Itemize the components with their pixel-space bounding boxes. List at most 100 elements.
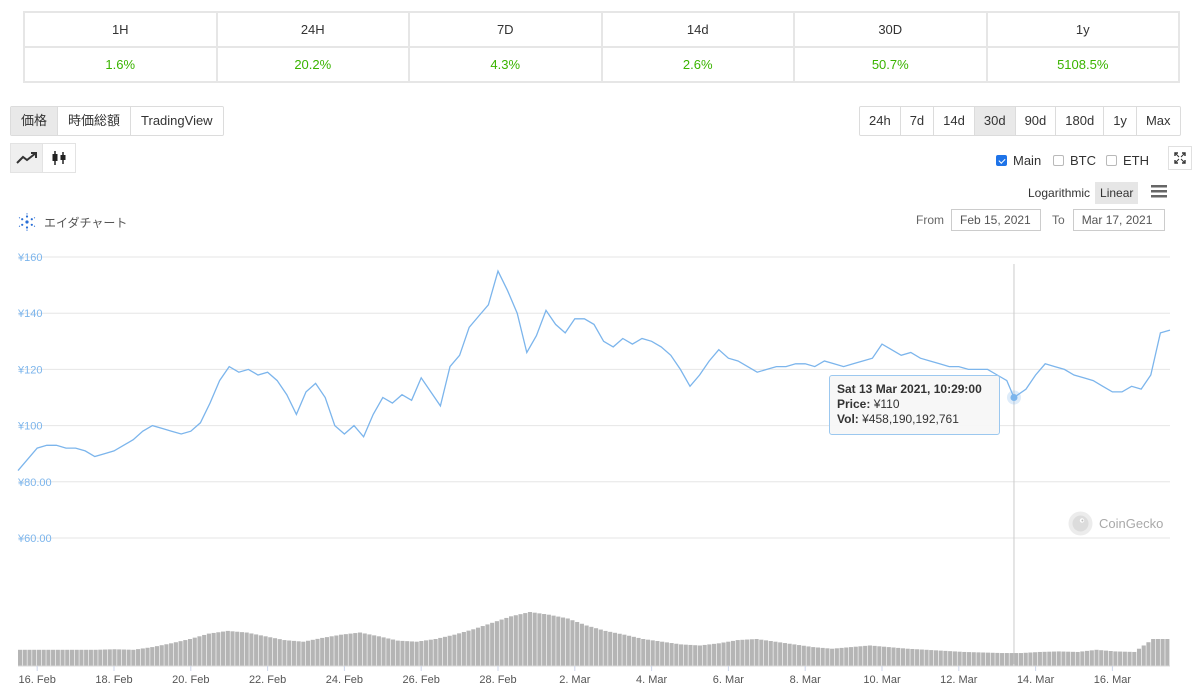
volume-bar	[230, 631, 235, 667]
volume-bar	[797, 645, 802, 666]
scale-logarithmic-button[interactable]: Logarithmic	[1028, 186, 1091, 200]
legend-btc[interactable]: BTC	[1053, 153, 1096, 168]
volume-bar	[645, 639, 651, 666]
volume-bar	[556, 616, 561, 666]
tab-tradingview[interactable]: TradingView	[131, 107, 223, 135]
volume-bar	[107, 649, 112, 666]
range-1y-button[interactable]: 1y	[1104, 107, 1137, 135]
volume-bar	[834, 648, 839, 666]
volume-bar	[905, 648, 910, 666]
volume-bar	[938, 650, 943, 666]
volume-bar	[88, 649, 93, 666]
volume-bar	[32, 649, 37, 666]
y-tick-label: ¥80.00	[17, 477, 52, 489]
volume-bar	[886, 647, 891, 666]
volume-bar	[778, 642, 783, 667]
volume-bar	[244, 632, 249, 666]
volume-bar	[27, 649, 32, 666]
volume-bar	[1051, 651, 1057, 667]
volume-bar	[428, 639, 433, 666]
volume-bar	[386, 638, 391, 666]
volume-bar	[702, 644, 707, 666]
candlestick-icon[interactable]	[43, 144, 75, 172]
tab-price[interactable]: 価格	[11, 107, 59, 135]
chart-type-toggle	[10, 143, 76, 173]
range-7d-button[interactable]: 7d	[900, 107, 935, 135]
volume-bars	[18, 612, 1170, 667]
volume-bar	[258, 635, 263, 666]
date-from-label: From	[916, 213, 944, 227]
hamburger-icon	[1151, 185, 1167, 198]
volume-bar	[159, 645, 164, 666]
eth-checkbox[interactable]	[1106, 155, 1117, 166]
volume-bar	[877, 646, 882, 666]
volume-bar	[169, 643, 174, 666]
volume-bar	[1113, 651, 1118, 666]
range-24h-button[interactable]: 24h	[860, 107, 901, 135]
volume-bar	[84, 649, 89, 666]
price-chart[interactable]: ¥160 ¥140 ¥120 ¥100 ¥80.00 ¥60.00 16. Feb 18. …	[0, 240, 1200, 696]
volume-bar	[173, 642, 178, 666]
chart-menu-button[interactable]	[1151, 185, 1167, 203]
volume-bar	[1018, 653, 1024, 666]
volume-bar	[348, 633, 353, 666]
x-tick-label: 6. Mar	[713, 674, 745, 686]
scale-linear-button[interactable]: Linear	[1095, 182, 1139, 204]
fullscreen-button[interactable]	[1168, 146, 1192, 170]
volume-bar	[69, 649, 75, 666]
volume-bar	[471, 629, 476, 666]
volume-bar	[896, 647, 901, 666]
volume-bar	[187, 639, 193, 666]
date-to-input[interactable]: Mar 17, 2021	[1072, 209, 1165, 231]
chart-grid	[18, 256, 1170, 539]
volume-bar	[466, 630, 471, 666]
tooltip-vol-label: Vol:	[837, 412, 859, 426]
main-checkbox[interactable]	[996, 155, 1007, 166]
line-chart-icon[interactable]	[11, 144, 43, 172]
y-tick-label: ¥100	[17, 421, 42, 433]
volume-bar	[617, 633, 622, 666]
volume-bar	[475, 627, 481, 666]
perf-header-30d: 30D	[793, 11, 988, 48]
volume-bar	[235, 631, 240, 666]
volume-bar	[546, 614, 551, 666]
volume-bar	[688, 644, 693, 666]
range-max-button[interactable]: Max	[1136, 107, 1180, 135]
volume-bar	[414, 641, 419, 666]
x-tick-label: 26. Feb	[403, 674, 440, 686]
volume-bar	[22, 649, 27, 666]
volume-bar	[419, 641, 424, 666]
volume-bar	[202, 634, 207, 666]
legend-main[interactable]: Main	[996, 153, 1041, 168]
date-from-input[interactable]: Feb 15, 2021	[951, 209, 1041, 231]
volume-bar	[178, 641, 183, 666]
volume-bar	[759, 639, 764, 666]
chart-tooltip: Sat 13 Mar 2021, 10:29:00 Price: ¥110 Vo…	[829, 375, 1000, 435]
volume-bar	[551, 615, 556, 666]
volume-bar	[1066, 651, 1071, 666]
range-90d-button[interactable]: 90d	[1015, 107, 1057, 135]
legend-eth[interactable]: ETH	[1106, 153, 1149, 168]
tooltip-datetime: Sat 13 Mar 2021, 10:29:00	[837, 382, 982, 396]
legend-btc-label: BTC	[1070, 153, 1096, 168]
volume-bar	[499, 619, 504, 666]
range-14d-button[interactable]: 14d	[934, 107, 975, 135]
volume-bar	[239, 632, 245, 666]
volume-bar	[726, 641, 731, 666]
volume-bar	[1160, 639, 1165, 666]
btc-checkbox[interactable]	[1053, 155, 1064, 166]
volume-bar	[603, 630, 608, 666]
tab-market-cap[interactable]: 時価総額	[58, 107, 132, 135]
range-180d-button[interactable]: 180d	[1056, 107, 1105, 135]
volume-bar	[362, 633, 367, 666]
volume-bar	[1023, 652, 1028, 666]
volume-bar	[485, 624, 490, 666]
range-30d-button[interactable]: 30d	[974, 107, 1016, 135]
volume-bar	[395, 640, 400, 666]
volume-bar	[1094, 649, 1099, 666]
watermark-label: CoinGecko	[1099, 516, 1164, 531]
perf-value-30d: 50.7%	[793, 46, 988, 83]
volume-bar	[782, 643, 787, 666]
perf-header-7d: 7D	[408, 11, 603, 48]
volume-bar	[660, 641, 665, 666]
